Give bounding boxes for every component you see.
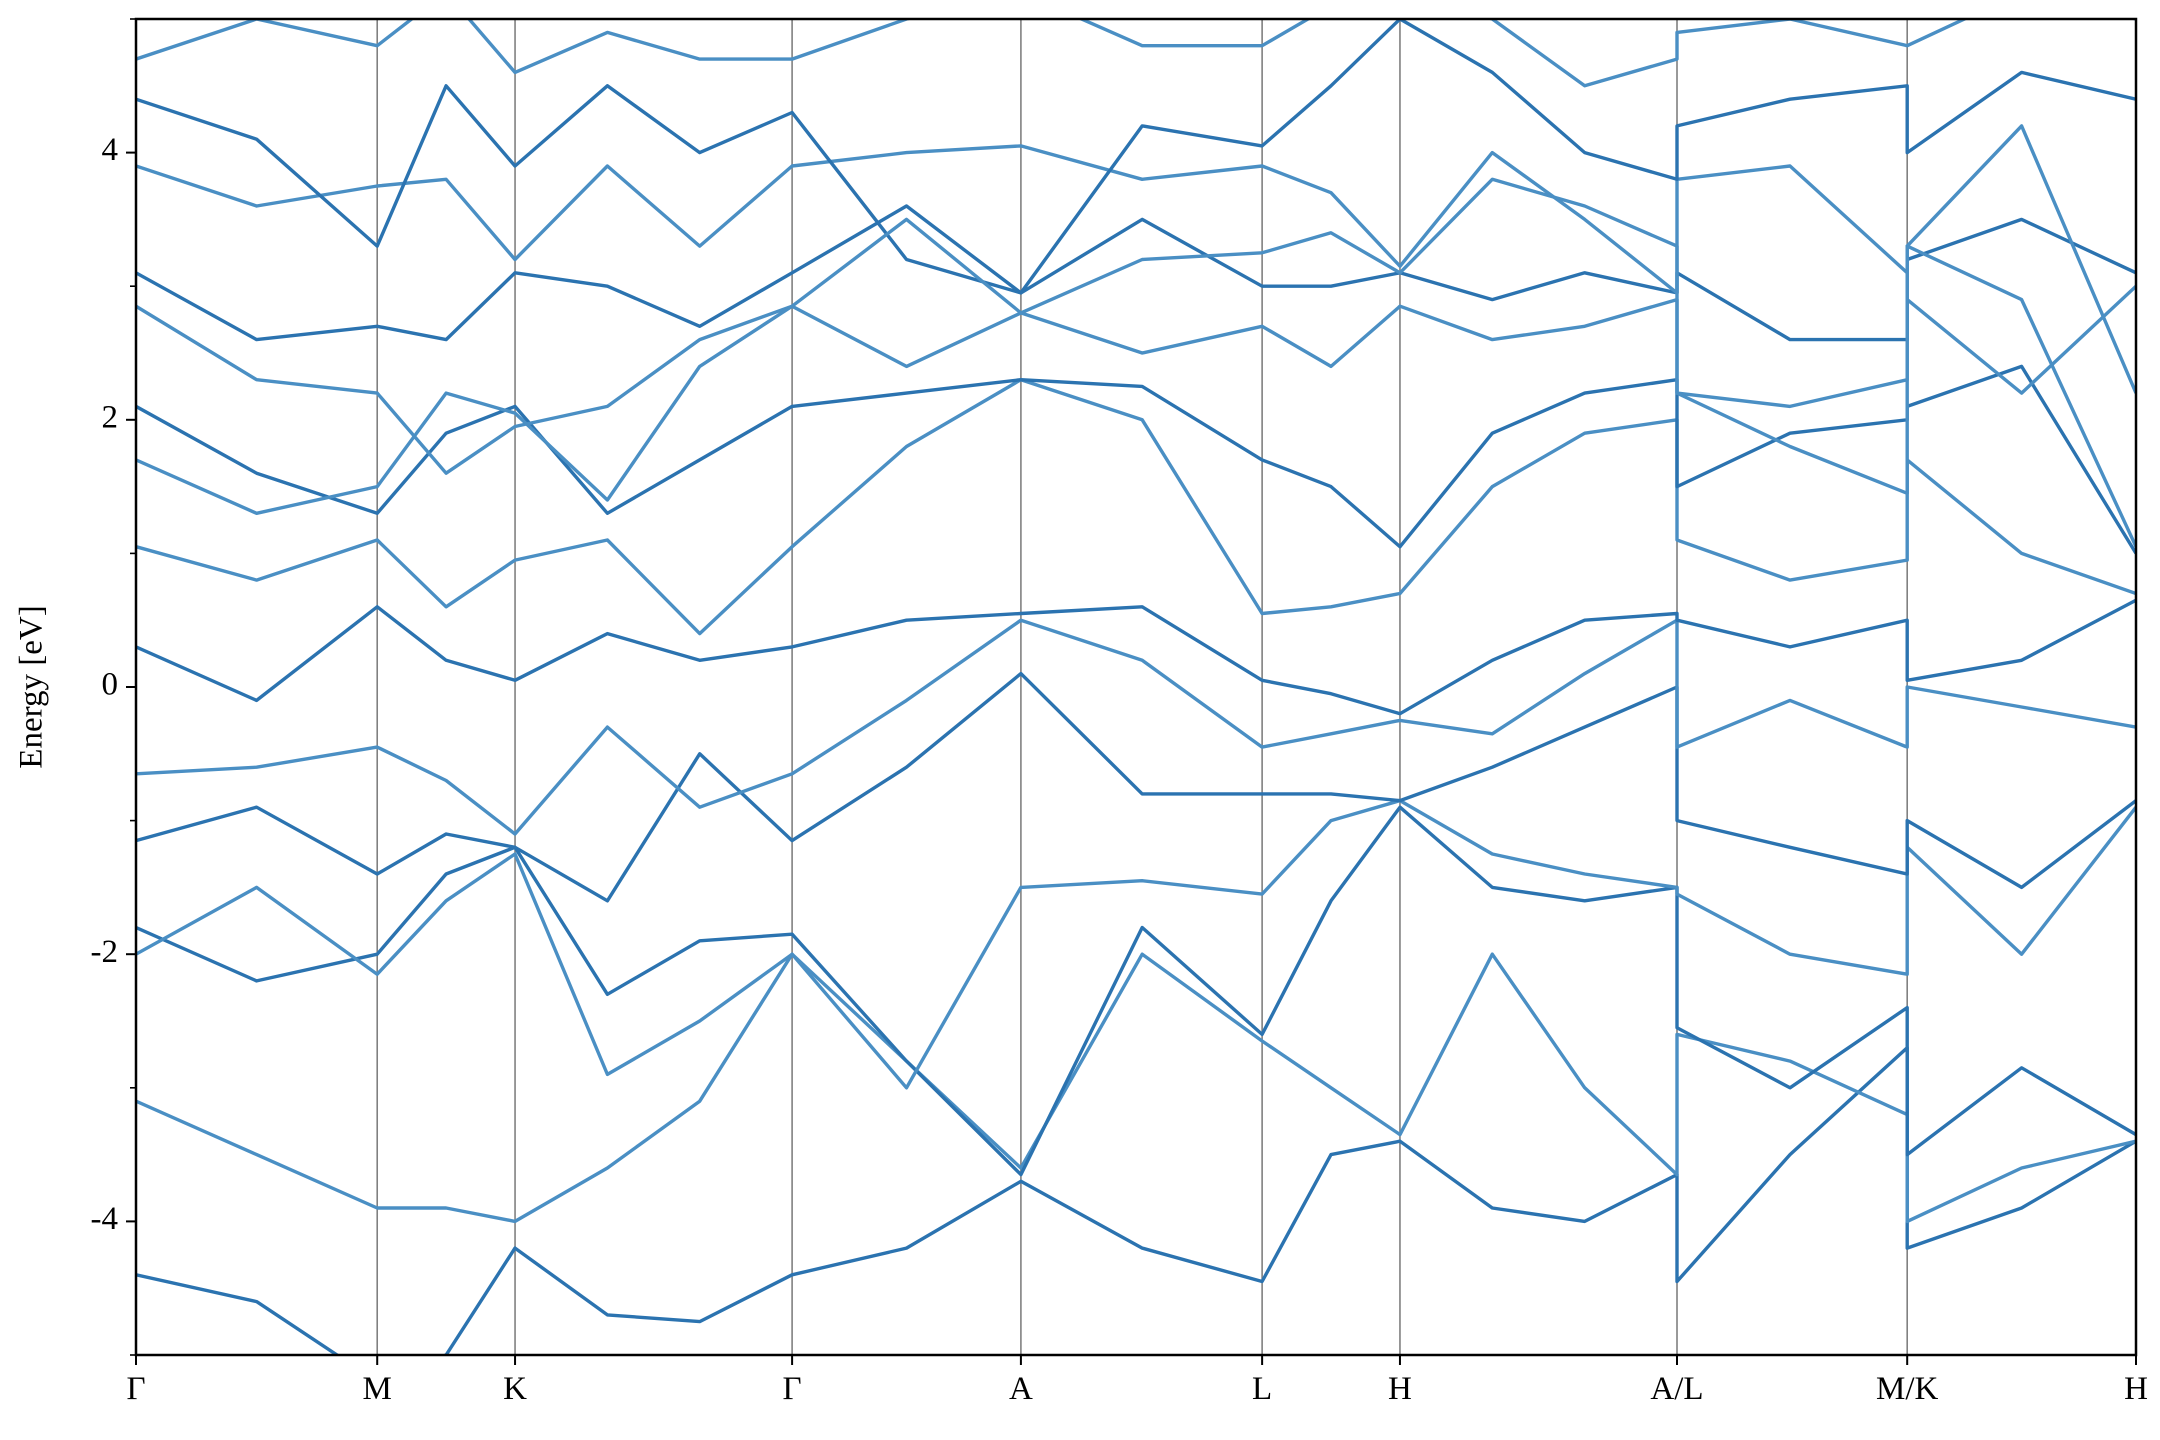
y-tick-label: 2 <box>102 399 119 435</box>
plot-frame <box>134 17 2138 1357</box>
x-tick-label: M/K <box>1876 1371 1939 1407</box>
grid-layer <box>135 19 2137 1355</box>
y-tick-label: 0 <box>102 667 119 703</box>
band-line <box>136 618 2136 836</box>
band-line <box>136 598 2136 716</box>
x-tick-label: L <box>1252 1371 1272 1407</box>
band-line <box>136 364 2136 555</box>
x-tick-label: K <box>503 1371 527 1407</box>
band-line <box>136 952 2136 1224</box>
band-line <box>136 805 2136 1177</box>
x-tick-label: A <box>1009 1371 1033 1407</box>
y-tick-label: -4 <box>91 1201 119 1237</box>
x-tick-label: H <box>2124 1371 2148 1407</box>
axes-layer: Γ M K Γ A L H A/L M/K H -4 -2 0 2 4 <box>91 18 2148 1407</box>
y-axis-label: Energy [eV] <box>14 605 50 768</box>
x-tick-label: Γ <box>783 1371 802 1407</box>
x-tick-label: A/L <box>1650 1371 1703 1407</box>
band-line <box>136 124 2136 394</box>
band-line <box>136 671 2136 903</box>
band-line <box>136 19 2136 88</box>
band-line <box>136 19 2136 295</box>
y-tick-label: -2 <box>91 934 119 970</box>
x-tick-label: H <box>1388 1371 1412 1407</box>
band-line <box>136 177 2136 548</box>
band-line <box>136 798 2136 1090</box>
x-tick-label: Γ <box>126 1371 145 1407</box>
band-line <box>136 204 2136 342</box>
band-line <box>136 284 2136 475</box>
bands-layer <box>136 19 2136 1355</box>
x-tick-label: M <box>363 1371 392 1407</box>
y-tick-label: 4 <box>102 132 119 168</box>
band-line <box>136 1046 2136 1355</box>
band-line <box>136 378 2136 636</box>
